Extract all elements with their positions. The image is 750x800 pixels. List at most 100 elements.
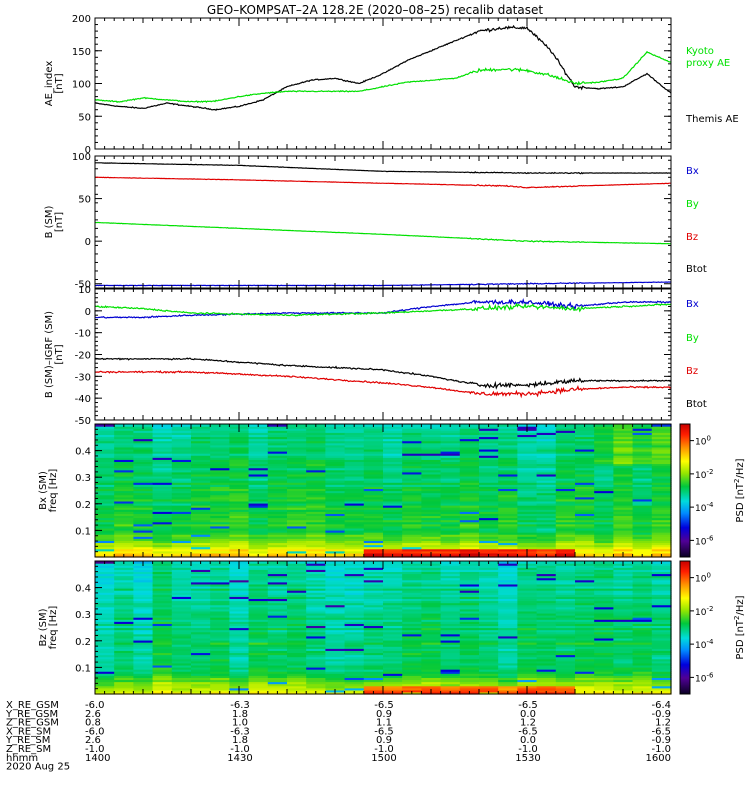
- spectrogram-cell: [498, 619, 518, 622]
- spectrogram-cell: [440, 517, 461, 521]
- spectrogram-cell: [229, 536, 250, 539]
- spectrogram-cell: [210, 621, 230, 624]
- spectrogram-cell: [479, 440, 499, 444]
- spectrogram-cell: [498, 569, 518, 572]
- spectrogram-cell: [517, 577, 538, 581]
- spectrogram-cell: [267, 548, 288, 552]
- spectrogram-cell: [517, 507, 538, 510]
- spectrogram-cell: [555, 446, 576, 450]
- spectrogram-cell: [152, 544, 173, 548]
- spectrogram-cell: [191, 488, 211, 492]
- spectrogram-cell: [594, 654, 614, 658]
- spectrogram-cell: [210, 625, 230, 629]
- spectrogram-cell: [229, 482, 250, 485]
- spectrogram-cell: [459, 448, 480, 452]
- spectrogram-cell: [632, 434, 653, 438]
- spectrogram-cell: [152, 654, 173, 658]
- spectrogram-cell: [613, 635, 634, 639]
- spectrogram-cell: [555, 529, 576, 533]
- spectrogram-cell: [171, 671, 192, 674]
- spectrogram-cell: [498, 475, 518, 479]
- spectrogram-cell: [267, 513, 288, 517]
- spectrogram-cell: [555, 617, 576, 620]
- spectrogram-cell: [536, 515, 557, 519]
- spectrogram-cell: [267, 656, 288, 660]
- spectrogram-cell: [114, 683, 134, 687]
- spectrogram-cell: [248, 502, 269, 506]
- spectrogram-cell: [344, 642, 365, 645]
- spectrogram-cell: [95, 546, 115, 550]
- spectrogram-cell: [171, 440, 192, 444]
- spectrogram-cell: [363, 585, 384, 589]
- spectrogram-cell: [536, 482, 557, 485]
- spectrogram-cell: [229, 451, 250, 454]
- spectrogram-cell: [306, 594, 326, 597]
- spectrogram-cell: [229, 517, 250, 521]
- spectrogram-cell: [363, 432, 384, 435]
- spectrogram-cell: [267, 490, 288, 494]
- spectrogram-cell: [498, 673, 518, 676]
- ephemeris-value: 1.0: [232, 718, 248, 729]
- spectrogram-cell: [191, 457, 211, 460]
- spectrogram-cell: [383, 608, 403, 612]
- spectrogram-cell: [248, 648, 269, 651]
- spectrogram-cell: [306, 612, 326, 616]
- spectrogram-cell: [248, 662, 269, 666]
- colorbar-tick-label: 10-2: [695, 468, 713, 481]
- spectrogram-cell: [306, 664, 326, 668]
- spectrogram-cell: [248, 498, 269, 502]
- spectrogram-cell: [594, 536, 614, 539]
- spectrogram-cell: [248, 453, 269, 456]
- spectrogram-cell: [555, 544, 576, 548]
- spectrogram-cell: [421, 488, 442, 492]
- spectrogram-cell: [267, 666, 288, 670]
- spectrogram-cell: [517, 675, 538, 678]
- spectrogram-cell: [440, 600, 461, 604]
- spectrogram-cell: [306, 623, 326, 627]
- spectrogram-cell: [248, 596, 269, 600]
- spectrogram-cell: [536, 457, 557, 460]
- spectrogram-cell: [632, 633, 653, 637]
- spectrogram-cell: [363, 567, 384, 570]
- spectrogram-cell: [171, 594, 192, 597]
- spectrogram-cell: [613, 662, 634, 666]
- spectrogram-cell: [383, 610, 403, 614]
- spectrogram-cell: [498, 515, 518, 519]
- spectrogram-cell: [95, 637, 115, 641]
- spectrogram-cell: [421, 581, 442, 585]
- spectrogram-cell: [171, 467, 192, 471]
- spectrogram-cell: [575, 573, 595, 577]
- spectrogram-cell: [555, 536, 576, 539]
- spectrogram-cell: [363, 473, 384, 477]
- spectrogram-cell: [306, 469, 326, 473]
- spectrogram-cell: [632, 517, 653, 521]
- spectrogram-cell: [248, 442, 269, 446]
- spectrogram-cell: [613, 428, 634, 431]
- spectrogram-cell: [421, 486, 442, 490]
- spectrogram-cell: [306, 544, 326, 548]
- spectrogram-cell: [613, 664, 634, 668]
- spectrogram-cell: [421, 511, 442, 514]
- spectrogram-cell: [555, 608, 576, 612]
- spectrogram-cell: [421, 451, 442, 454]
- spectrogram-cell: [498, 546, 518, 550]
- spectrogram-cell: [95, 457, 115, 460]
- spectrogram-cell: [383, 434, 403, 438]
- spectrogram-cell: [421, 515, 442, 519]
- spectrogram-cell: [363, 683, 384, 687]
- spectrogram-cell: [344, 430, 365, 433]
- spectrogram-cell: [383, 494, 403, 498]
- spectrogram-cell: [133, 658, 154, 662]
- spectrogram-cell: [363, 550, 384, 554]
- spectrogram-cell: [95, 673, 115, 676]
- spectrogram-cell: [306, 577, 326, 581]
- spectrogram-cell: [575, 494, 595, 498]
- spectrogram-cell: [421, 457, 442, 460]
- spectrogram-cell: [479, 542, 499, 546]
- spectrogram-cell: [383, 652, 403, 656]
- spectrogram-cell: [229, 602, 250, 606]
- spectrogram-cell: [171, 502, 192, 506]
- spectrogram-cell: [498, 509, 518, 512]
- spectrogram-cell: [152, 486, 173, 490]
